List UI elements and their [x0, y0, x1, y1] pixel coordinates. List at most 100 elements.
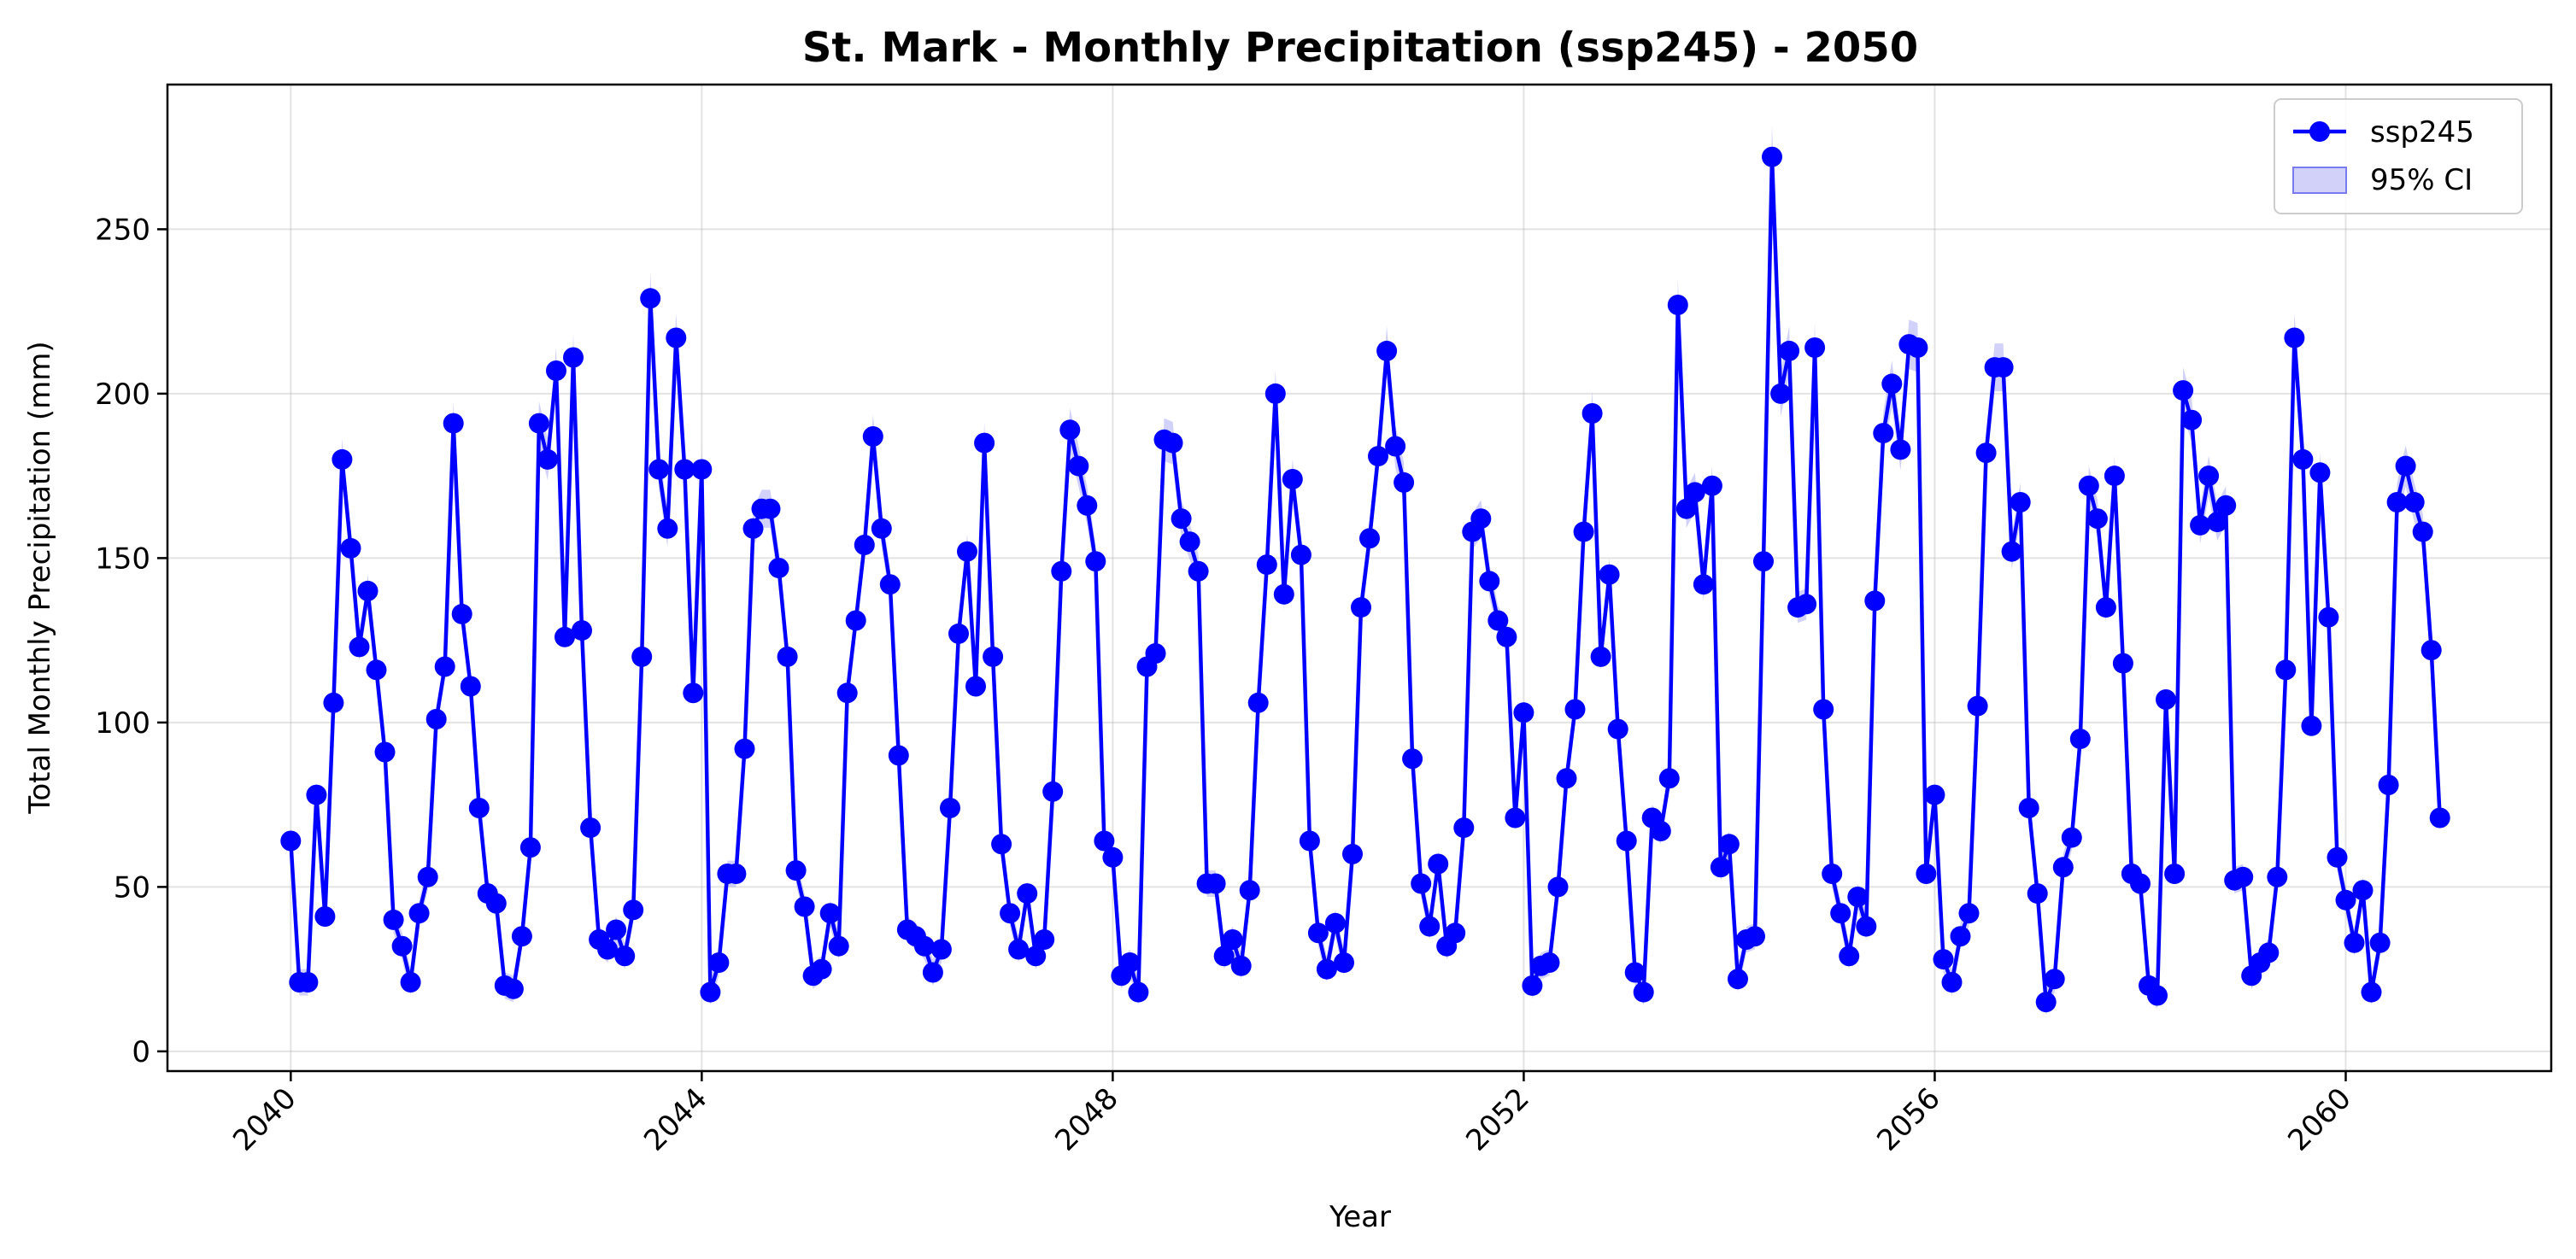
data-point — [1745, 926, 1765, 947]
data-point — [1933, 949, 1954, 970]
x-tick-label: 2060 — [2281, 1081, 2357, 1157]
data-point — [965, 676, 986, 697]
data-point — [666, 327, 687, 348]
data-point — [2207, 512, 2228, 533]
data-point — [1411, 873, 1432, 894]
data-point — [1924, 784, 1945, 805]
data-point — [1564, 699, 1586, 720]
data-point — [1941, 972, 1963, 993]
data-point — [314, 906, 336, 927]
data-point — [2164, 864, 2186, 884]
data-point — [357, 580, 378, 601]
x-tick-label: 2052 — [1459, 1081, 1535, 1157]
data-point — [742, 518, 764, 539]
plot-frame — [166, 83, 2553, 1073]
data-point — [2318, 606, 2339, 628]
data-point — [2027, 883, 2048, 905]
data-point — [1102, 846, 1124, 868]
data-point — [1684, 482, 1705, 503]
data-point — [502, 978, 524, 999]
series-line — [289, 155, 2442, 1004]
data-point — [306, 784, 327, 805]
data-point — [1351, 597, 1371, 618]
data-point — [828, 935, 849, 957]
y-tick-label: 50 — [114, 870, 150, 905]
data-point — [1119, 952, 1141, 973]
data-point — [2001, 541, 2022, 562]
chart-title: St. Mark - Monthly Precipitation (ssp245… — [802, 24, 1918, 72]
data-point — [854, 535, 875, 555]
data-point — [1000, 903, 1021, 924]
data-point — [400, 972, 421, 993]
data-point — [922, 962, 943, 983]
data-point — [1059, 419, 1081, 441]
data-point — [2104, 466, 2125, 487]
data-point — [1230, 955, 1252, 976]
data-point — [1830, 903, 1851, 924]
data-point — [572, 620, 592, 641]
data-point — [760, 498, 781, 519]
data-point — [519, 837, 541, 858]
data-point — [1967, 695, 1988, 717]
data-point — [2309, 462, 2331, 483]
data-point — [1171, 508, 1192, 530]
data-point — [1334, 952, 1354, 973]
data-point — [2112, 653, 2133, 674]
data-point — [1975, 442, 1997, 464]
data-point — [1445, 922, 1466, 944]
data-point — [794, 896, 815, 917]
y-tick-label: 250 — [95, 213, 150, 247]
legend-series-label: ssp245 — [2370, 115, 2474, 149]
data-point — [1051, 560, 1072, 582]
data-point — [1633, 981, 1654, 1003]
data-point — [2215, 495, 2237, 516]
data-point — [1128, 981, 1149, 1003]
data-point — [563, 347, 584, 368]
data-point — [2429, 807, 2450, 829]
data-point — [2156, 689, 2176, 710]
data-point — [1710, 857, 1731, 878]
data-point — [1307, 922, 1329, 944]
data-point — [2395, 455, 2416, 477]
data-point — [2018, 798, 2039, 818]
data-point — [1547, 876, 1569, 898]
data-point — [451, 603, 472, 624]
y-tick-label: 0 — [132, 1035, 150, 1069]
x-tick-label: 2056 — [1870, 1081, 1946, 1157]
data-point — [1762, 146, 1782, 167]
data-point — [2352, 880, 2374, 901]
data-point — [485, 893, 507, 914]
data-point — [768, 558, 789, 578]
y-axis-label: Total Monthly Precipitation (mm) — [23, 341, 57, 814]
x-tick-label: 2048 — [1048, 1081, 1124, 1157]
data-point — [280, 830, 302, 852]
data-point — [391, 935, 413, 957]
data-point — [1222, 929, 1243, 950]
data-point — [1085, 551, 1106, 572]
data-point — [1402, 748, 1423, 770]
data-point — [2421, 640, 2442, 661]
data-point — [2335, 889, 2356, 911]
data-point — [1282, 469, 1303, 489]
data-point — [1213, 946, 1235, 967]
data-point — [2258, 942, 2280, 963]
data-point — [434, 656, 455, 677]
data-point — [1017, 883, 1038, 905]
data-point — [2327, 846, 2348, 868]
x-tick-label: 2040 — [226, 1081, 302, 1157]
data-point — [1162, 432, 1183, 454]
data-point — [1556, 768, 1577, 789]
data-point — [546, 360, 566, 381]
data-point — [2173, 380, 2194, 401]
data-point — [1479, 571, 1500, 592]
data-point — [580, 817, 601, 839]
data-point — [1890, 439, 1911, 460]
x-axis-label: Year — [1329, 1200, 1391, 1234]
data-point — [1650, 821, 1671, 841]
data-point — [2301, 715, 2322, 736]
data-point — [1822, 864, 1843, 884]
data-point — [1299, 830, 1320, 852]
data-point — [785, 860, 807, 881]
y-tick-label: 100 — [95, 706, 150, 741]
